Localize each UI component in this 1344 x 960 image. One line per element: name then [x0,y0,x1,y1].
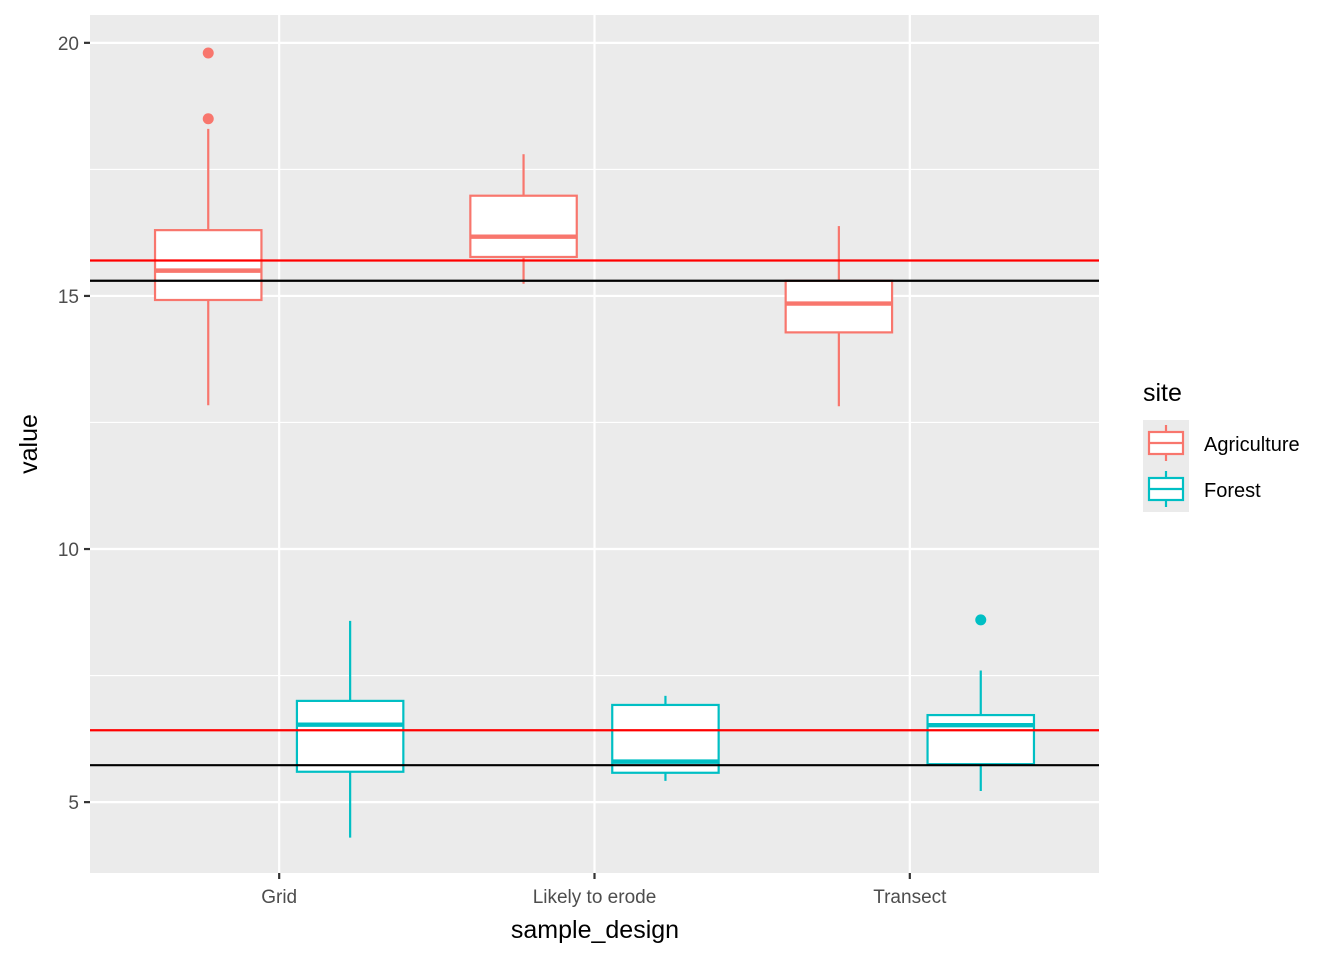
y-axis: 5 10 15 20 [58,34,90,814]
x-axis: Grid Likely to erode Transect [261,873,947,908]
legend-key-forest [1147,471,1185,507]
box-iqr [784,279,894,334]
box-iqr [926,713,1036,766]
legend: site Agriculture Forest [1143,379,1300,512]
box-iqr [469,194,578,259]
box-forest-likely-to-erode [611,695,720,781]
y-tick-label: 5 [68,793,79,814]
reference-lines [90,259,1099,767]
box-iqr [295,699,405,773]
x-axis-title: sample_design [511,916,679,944]
box-agriculture-likely-to-erode [469,154,578,284]
legend-label-forest: Forest [1204,480,1261,502]
outlier-point [202,113,214,125]
outlier-point [202,47,214,59]
x-tick-label: Transect [873,887,947,908]
boxes [153,47,1036,838]
box-agriculture-grid [153,47,263,406]
y-tick-label: 20 [58,34,79,55]
box-forest-grid [295,620,405,838]
y-axis-title: value [15,414,43,474]
box-forest-transect [926,614,1036,791]
legend-label-agriculture: Agriculture [1204,434,1300,456]
y-tick-label: 15 [58,287,79,308]
legend-key-agriculture [1147,425,1185,461]
x-tick-label: Grid [261,887,297,908]
y-tick-label: 10 [58,540,79,561]
legend-title: site [1143,379,1182,407]
box-agriculture-transect [784,226,894,407]
outlier-point [975,614,987,626]
x-tick-label: Likely to erode [533,887,657,908]
box-iqr [153,229,263,302]
